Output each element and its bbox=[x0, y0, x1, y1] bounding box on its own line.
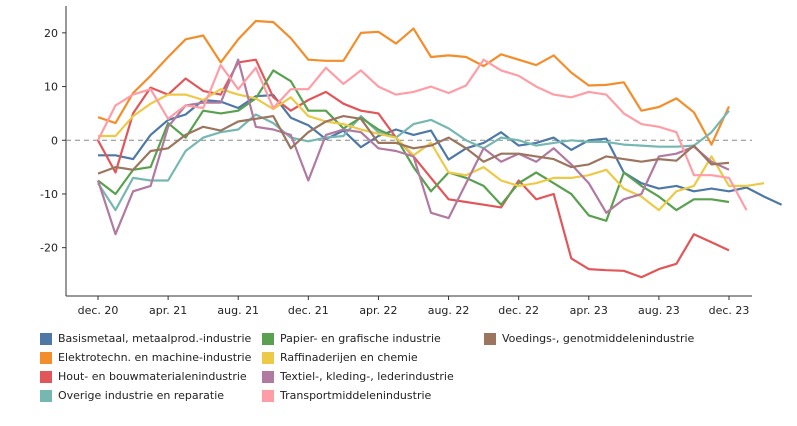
series-line-5 bbox=[97, 69, 730, 222]
series-line-7 bbox=[96, 58, 730, 236]
legend-label: Raffinaderijen en chemie bbox=[280, 351, 418, 364]
x-tick-label: aug. 22 bbox=[428, 304, 470, 317]
x-tick-label: aug. 21 bbox=[217, 304, 259, 317]
x-tick-label: dec. 23 bbox=[709, 304, 750, 317]
legend-swatch bbox=[40, 370, 52, 383]
legend-label: Textiel-, kleding-, lederindustrie bbox=[280, 370, 454, 383]
x-tick-label: dec. 21 bbox=[288, 304, 329, 317]
x-tick-label: dec. 22 bbox=[498, 304, 539, 317]
legend-label: Voedings-, genotmiddelenindustrie bbox=[502, 332, 695, 345]
legend-swatch bbox=[484, 332, 496, 345]
legend-item-2: Elektrotechn. en machine-industrie bbox=[40, 351, 251, 364]
y-tick-label: 0 bbox=[51, 134, 58, 147]
legend-item-3: Hout- en bouwmaterialenindustrie bbox=[40, 370, 247, 383]
legend-label: Basismetaal, metaalprod.-industrie bbox=[58, 332, 252, 345]
legend-item-7: Textiel-, kleding-, lederindustrie bbox=[262, 370, 454, 383]
legend-swatch bbox=[262, 389, 274, 402]
x-tick-label: apr. 23 bbox=[570, 304, 608, 317]
y-tick-label: -20 bbox=[40, 242, 58, 255]
y-tick-label: -10 bbox=[40, 188, 58, 201]
chart-series-group bbox=[96, 19, 783, 279]
legend-item-1: Basismetaal, metaalprod.-industrie bbox=[40, 332, 251, 345]
legend-swatch bbox=[40, 351, 52, 364]
legend-swatch bbox=[262, 370, 274, 383]
legend-item-5: Papier- en grafische industrie bbox=[262, 332, 441, 345]
legend-item-8: Transportmiddelenindustrie bbox=[262, 389, 431, 402]
legend-swatch bbox=[40, 332, 52, 345]
legend-swatch bbox=[40, 389, 52, 402]
legend-item-9: Voedings-, genotmiddelenindustrie bbox=[484, 332, 694, 345]
x-tick-label: apr. 22 bbox=[359, 304, 397, 317]
legend-item-6: Raffinaderijen en chemie bbox=[262, 351, 418, 364]
x-tick-label: aug. 23 bbox=[638, 304, 680, 317]
legend-label: Elektrotechn. en machine-industrie bbox=[58, 351, 252, 364]
legend-swatch bbox=[262, 351, 274, 364]
legend-label: Overige industrie en reparatie bbox=[58, 389, 225, 402]
series-line-8 bbox=[97, 58, 748, 211]
series-line-4 bbox=[97, 110, 730, 212]
series-line-9 bbox=[97, 114, 730, 175]
series-line-2 bbox=[97, 19, 731, 146]
legend-label: Hout- en bouwmaterialenindustrie bbox=[58, 370, 247, 383]
y-tick-label: 20 bbox=[44, 27, 58, 40]
legend-swatch bbox=[262, 332, 274, 345]
x-tick-label: dec. 20 bbox=[78, 304, 119, 317]
chart-axes: 20 10 0 -10 -20 dec. 20 apr. 21 aug. 21 dec. 21 a… bbox=[40, 6, 752, 317]
legend-label: Transportmiddelenindustrie bbox=[280, 389, 432, 402]
x-tick-label: apr. 21 bbox=[149, 304, 187, 317]
legend-label: Papier- en grafische industrie bbox=[280, 332, 441, 345]
legend-item-4: Overige industrie en reparatie bbox=[40, 389, 224, 402]
series-line-1 bbox=[98, 93, 783, 206]
y-tick-label: 10 bbox=[44, 81, 58, 94]
